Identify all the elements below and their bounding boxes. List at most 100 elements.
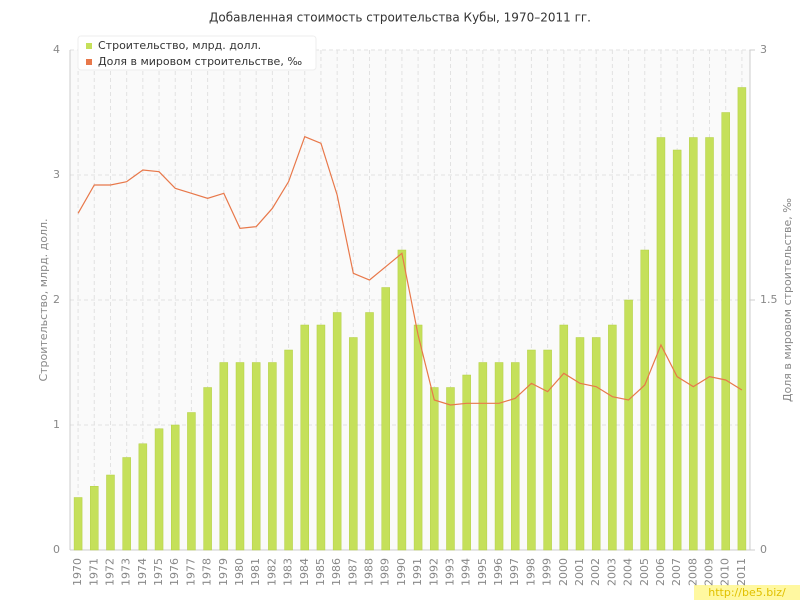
bar bbox=[510, 362, 520, 551]
bar bbox=[106, 474, 115, 551]
x-tick-label: 1977 bbox=[184, 558, 197, 586]
bar bbox=[154, 428, 164, 551]
bar bbox=[640, 249, 650, 551]
y2-axis-label: Доля в мировом строительстве, ‰ bbox=[781, 198, 794, 402]
bar bbox=[235, 362, 245, 551]
bar bbox=[527, 349, 536, 551]
x-tick-label: 2009 bbox=[703, 558, 716, 586]
bar bbox=[430, 387, 439, 551]
x-tick-label: 1985 bbox=[314, 558, 327, 586]
x-tick-label: 2007 bbox=[670, 558, 683, 586]
x-tick-label: 1976 bbox=[168, 558, 181, 586]
legend-label: Доля в мировом строительстве, ‰ bbox=[98, 55, 302, 68]
y2-tick-label: 0 bbox=[760, 543, 767, 556]
x-tick-label: 2000 bbox=[557, 558, 570, 586]
bar bbox=[689, 137, 698, 551]
bar bbox=[559, 324, 569, 551]
x-tick-label: 1986 bbox=[330, 558, 343, 586]
bar bbox=[672, 149, 682, 551]
bar bbox=[608, 324, 617, 551]
x-tick-label: 2008 bbox=[686, 558, 699, 586]
bar bbox=[494, 362, 504, 551]
bar bbox=[251, 362, 261, 551]
watermark: http://be5.biz/ bbox=[708, 586, 786, 599]
x-tick-label: 1999 bbox=[541, 558, 554, 586]
y-tick-label: 3 bbox=[53, 168, 60, 181]
bar bbox=[705, 137, 714, 551]
x-tick-label: 1989 bbox=[379, 558, 392, 586]
bar bbox=[446, 387, 455, 551]
x-tick-label: 1980 bbox=[233, 558, 246, 586]
x-tick-label: 1974 bbox=[136, 558, 149, 586]
x-tick-label: 1997 bbox=[508, 558, 521, 586]
x-tick-label: 1992 bbox=[427, 558, 440, 586]
bar bbox=[170, 424, 180, 551]
x-tick-label: 1978 bbox=[201, 558, 214, 586]
bar bbox=[122, 457, 131, 551]
x-tick-label: 1971 bbox=[87, 558, 100, 586]
x-tick-label: 2002 bbox=[589, 558, 602, 586]
x-tick-label: 1970 bbox=[71, 558, 84, 586]
x-tick-label: 1983 bbox=[282, 558, 295, 586]
bar bbox=[219, 362, 229, 551]
x-tick-label: 2010 bbox=[719, 558, 732, 586]
bar bbox=[462, 374, 471, 551]
bar bbox=[478, 362, 488, 551]
x-tick-label: 1982 bbox=[265, 558, 278, 586]
bar bbox=[300, 324, 310, 551]
chart-title: Добавленная стоимость строительства Кубы… bbox=[209, 11, 591, 25]
x-tick-label: 1990 bbox=[395, 558, 408, 586]
x-tick-label: 2004 bbox=[622, 558, 635, 586]
y-tick-label: 4 bbox=[53, 43, 60, 56]
bar bbox=[543, 349, 552, 551]
x-tick-label: 1996 bbox=[492, 558, 505, 586]
x-tick-label: 1984 bbox=[298, 558, 311, 586]
x-tick-label: 1994 bbox=[460, 558, 473, 586]
y-tick-label: 2 bbox=[53, 293, 60, 306]
x-tick-label: 1979 bbox=[217, 558, 230, 586]
line bbox=[77, 135, 743, 406]
bar bbox=[73, 497, 83, 551]
x-tick-label: 1981 bbox=[249, 558, 262, 586]
bar bbox=[381, 287, 390, 551]
bar bbox=[268, 362, 277, 551]
bar bbox=[591, 337, 601, 551]
x-tick-label: 1991 bbox=[411, 558, 424, 586]
x-tick-label: 2001 bbox=[573, 558, 586, 586]
watermark-bg bbox=[694, 585, 800, 600]
x-tick-label: 1975 bbox=[152, 558, 165, 586]
bar bbox=[365, 312, 374, 551]
bar bbox=[413, 324, 423, 551]
y-axis-label: Строительство, млрд. долл. bbox=[37, 218, 50, 381]
bar bbox=[187, 412, 196, 551]
y-tick-label: 1 bbox=[53, 418, 60, 431]
x-tick-label: 2005 bbox=[638, 558, 651, 586]
legend-swatch bbox=[86, 43, 92, 49]
x-tick-label: 1988 bbox=[363, 558, 376, 586]
bar bbox=[575, 337, 585, 551]
y-tick-label: 0 bbox=[53, 543, 60, 556]
bar bbox=[138, 443, 148, 551]
x-tick-label: 1995 bbox=[476, 558, 489, 586]
x-tick-label: 2003 bbox=[605, 558, 618, 586]
bar bbox=[624, 299, 633, 551]
bar bbox=[349, 337, 358, 551]
bar bbox=[316, 324, 326, 551]
bar bbox=[284, 349, 293, 551]
y2-tick-label: 1.5 bbox=[760, 293, 778, 306]
x-tick-label: 1998 bbox=[524, 558, 537, 586]
legend-box bbox=[77, 35, 317, 71]
bar bbox=[721, 112, 730, 551]
bar bbox=[90, 486, 99, 551]
legend-label: Строительство, млрд. долл. bbox=[98, 39, 261, 52]
legend-swatch bbox=[86, 59, 92, 65]
bar bbox=[737, 87, 747, 551]
x-tick-label: 1987 bbox=[346, 558, 359, 586]
bar bbox=[332, 312, 342, 551]
bar bbox=[397, 249, 407, 551]
x-tick-label: 2011 bbox=[735, 558, 748, 586]
bar bbox=[203, 387, 212, 551]
x-tick-label: 1972 bbox=[103, 558, 116, 586]
x-tick-label: 1993 bbox=[443, 558, 456, 586]
